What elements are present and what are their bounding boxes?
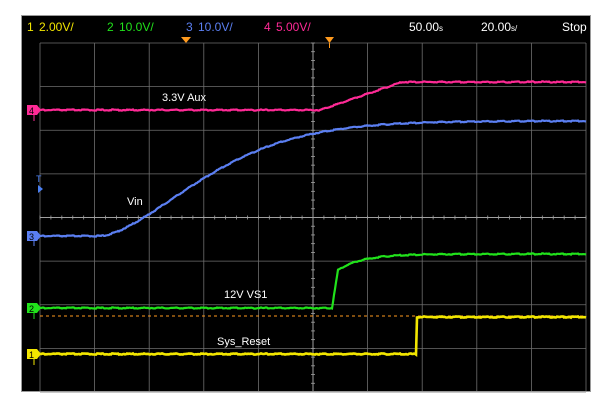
trace-ch1-sys-reset [39, 314, 587, 357]
time-reference-marker[interactable] [325, 37, 334, 43]
trace-ch2-12v-vs1 [39, 252, 587, 310]
channel-marker-1[interactable]: 1 [27, 349, 41, 365]
trigger-level-marker[interactable]: T [36, 174, 43, 193]
trace-ch4-3v3-aux [39, 80, 587, 112]
channel-marker-1-label: 1 [29, 350, 34, 360]
time-offset[interactable]: 50.00s [409, 20, 443, 34]
channel-marker-4-arrow [27, 105, 41, 115]
channel-marker-3[interactable]: 3 [27, 231, 41, 246]
time-offset-unit: s [439, 24, 443, 33]
trace-label-12v-vs1: 12V VS1 [224, 289, 267, 301]
trace-ch3-vin [39, 119, 587, 238]
ch2-scale[interactable]: 10.0V/ [119, 20, 154, 34]
run-state[interactable]: Stop [562, 20, 587, 34]
channel-marker-2[interactable]: 2 [27, 303, 41, 319]
channel-marker-2-label: 2 [29, 304, 34, 314]
graticule [39, 42, 587, 393]
trace-label-vin: Vin [127, 196, 143, 208]
ch4-number[interactable]: 4 [264, 20, 271, 34]
ch3-number[interactable]: 3 [186, 20, 193, 34]
trigger-position-marker[interactable] [181, 37, 191, 43]
channel-marker-4-label: 4 [29, 106, 34, 116]
time-offset-value: 50.00 [409, 20, 439, 34]
trigger-level-arrow [38, 185, 43, 193]
trace-label-sys-reset: Sys_Reset [217, 336, 270, 348]
ch4-scale[interactable]: 5.00V/ [276, 20, 311, 34]
time-scale-unit: s/ [511, 24, 518, 33]
time-scale-value: 20.00 [481, 20, 511, 34]
time-scale[interactable]: 20.00s/ [481, 20, 518, 34]
channel-marker-3-arrow [27, 231, 41, 241]
ch1-scale[interactable]: 2.00V/ [39, 20, 74, 34]
channel-marker-1-arrow [27, 349, 41, 359]
screen-background [21, 15, 591, 392]
ch3-scale[interactable]: 10.0V/ [198, 20, 233, 34]
trace-label-3v3-aux: 3.3V Aux [162, 92, 207, 104]
status-bar: 1 2.00V/ 2 10.0V/ 3 10.0V/ 4 5.00V/ 50.0… [21, 15, 591, 36]
status-bar-background [21, 15, 591, 36]
ch2-number[interactable]: 2 [107, 20, 114, 34]
trigger-level-label: T [36, 174, 42, 184]
channel-marker-3-label: 3 [29, 232, 34, 242]
channel-marker-2-arrow [27, 303, 41, 313]
ch1-number[interactable]: 1 [27, 20, 34, 34]
channel-marker-4[interactable]: 4 [27, 105, 41, 121]
